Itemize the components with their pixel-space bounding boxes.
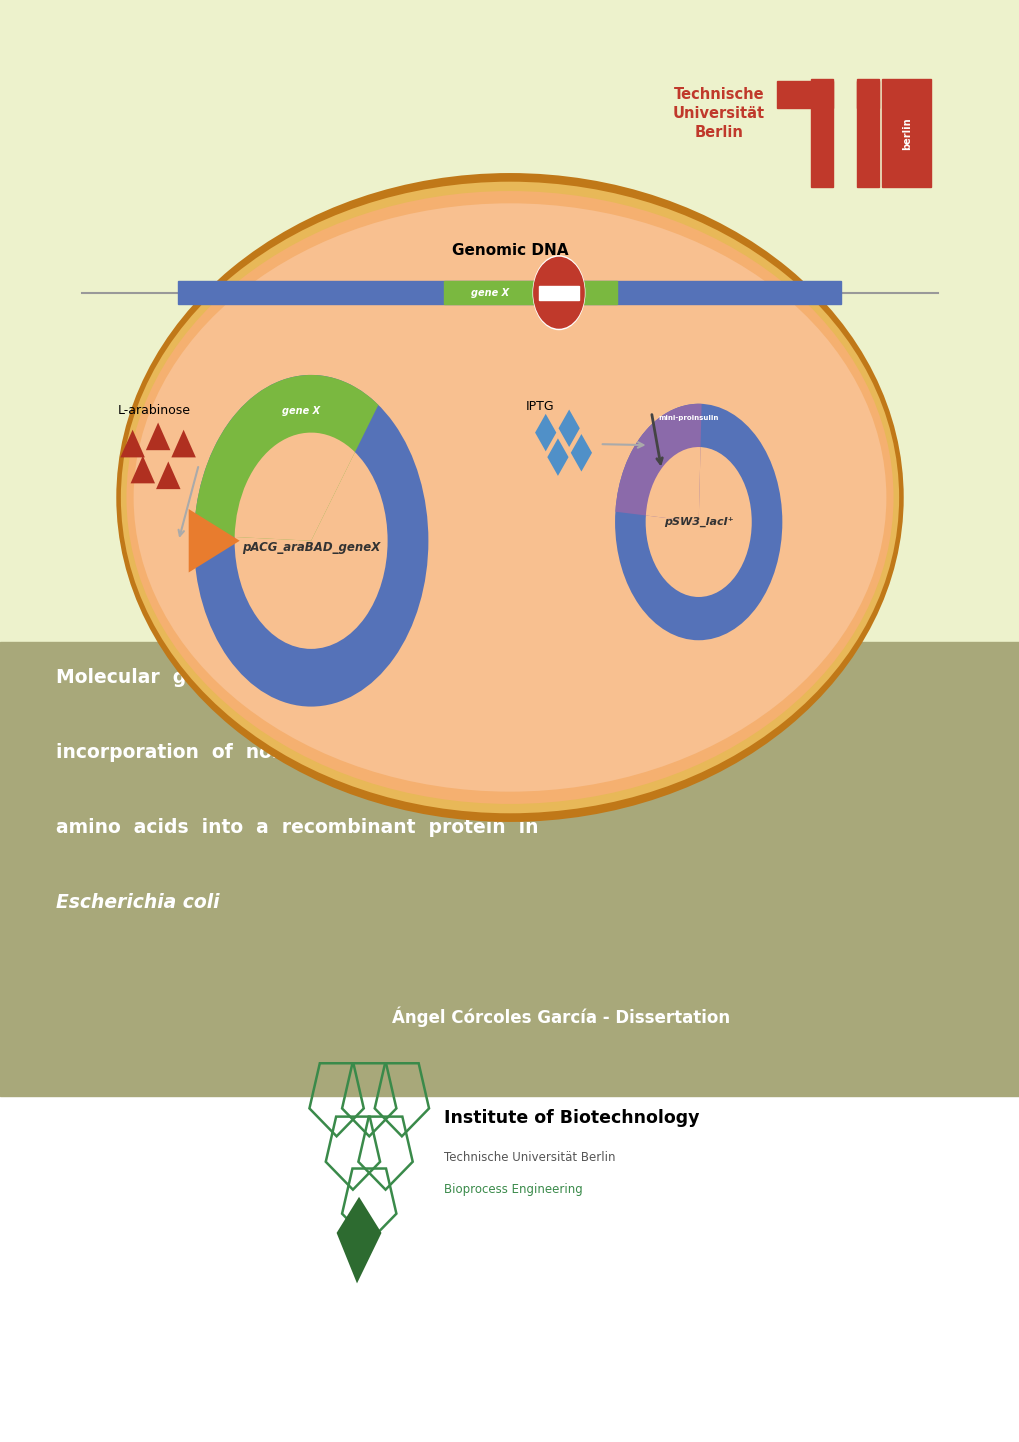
Circle shape <box>194 375 428 707</box>
Bar <box>856 81 878 108</box>
Circle shape <box>614 404 782 640</box>
Text: IPTG: IPTG <box>525 399 553 414</box>
Circle shape <box>532 255 585 330</box>
Bar <box>443 281 545 304</box>
Wedge shape <box>234 433 355 541</box>
Bar <box>776 81 833 108</box>
Bar <box>810 79 833 187</box>
Polygon shape <box>156 461 180 489</box>
Circle shape <box>534 258 583 327</box>
Text: gene X: gene X <box>281 407 320 415</box>
Text: berlin: berlin <box>901 117 911 150</box>
Text: Technische
Universität
Berlin: Technische Universität Berlin <box>673 87 764 140</box>
Circle shape <box>645 447 751 597</box>
Bar <box>0 642 1019 1096</box>
Polygon shape <box>535 414 555 451</box>
Polygon shape <box>189 509 239 572</box>
Wedge shape <box>645 447 700 522</box>
Polygon shape <box>146 423 170 450</box>
Text: pACG_araBAD_geneX: pACG_araBAD_geneX <box>242 541 380 555</box>
Bar <box>0 1096 1019 1442</box>
Ellipse shape <box>126 192 893 803</box>
Circle shape <box>234 433 387 649</box>
Polygon shape <box>130 456 155 483</box>
Text: pSW3_lacI⁺: pSW3_lacI⁺ <box>663 516 733 528</box>
Text: Genomic DNA: Genomic DNA <box>451 244 568 258</box>
Polygon shape <box>336 1197 381 1283</box>
Bar <box>178 281 841 304</box>
Polygon shape <box>571 434 591 472</box>
Text: mini-proinsulin: mini-proinsulin <box>657 415 718 421</box>
Ellipse shape <box>121 182 899 813</box>
Wedge shape <box>194 375 378 541</box>
Bar <box>538 286 579 300</box>
Text: Escherichia coli: Escherichia coli <box>56 893 219 911</box>
Polygon shape <box>558 410 579 447</box>
Ellipse shape <box>133 203 886 792</box>
Wedge shape <box>614 404 701 522</box>
Polygon shape <box>547 438 568 476</box>
Bar <box>856 79 878 187</box>
Polygon shape <box>120 430 145 457</box>
Text: incorporation  of  non-canonical  branched  chain: incorporation of non-canonical branched … <box>56 743 575 761</box>
Text: amino  acids  into  a  recombinant  protein  in: amino acids into a recombinant protein i… <box>56 818 538 836</box>
Text: Technische Universität Berlin: Technische Universität Berlin <box>443 1151 614 1165</box>
Ellipse shape <box>116 173 903 822</box>
Bar <box>567 281 616 304</box>
Text: Bioprocess Engineering: Bioprocess Engineering <box>443 1182 582 1197</box>
Text: L-arabinose: L-arabinose <box>117 404 191 418</box>
Text: gene X: gene X <box>470 288 508 297</box>
Text: Ángel Córcoles García - Dissertation: Ángel Córcoles García - Dissertation <box>391 1007 730 1027</box>
Circle shape <box>538 264 579 322</box>
Polygon shape <box>171 430 196 457</box>
Text: Molecular  genetic  approaches  to  decrease  mis-: Molecular genetic approaches to decrease… <box>56 668 588 686</box>
Bar <box>881 79 930 187</box>
Text: Institute of Biotechnology: Institute of Biotechnology <box>443 1109 698 1126</box>
